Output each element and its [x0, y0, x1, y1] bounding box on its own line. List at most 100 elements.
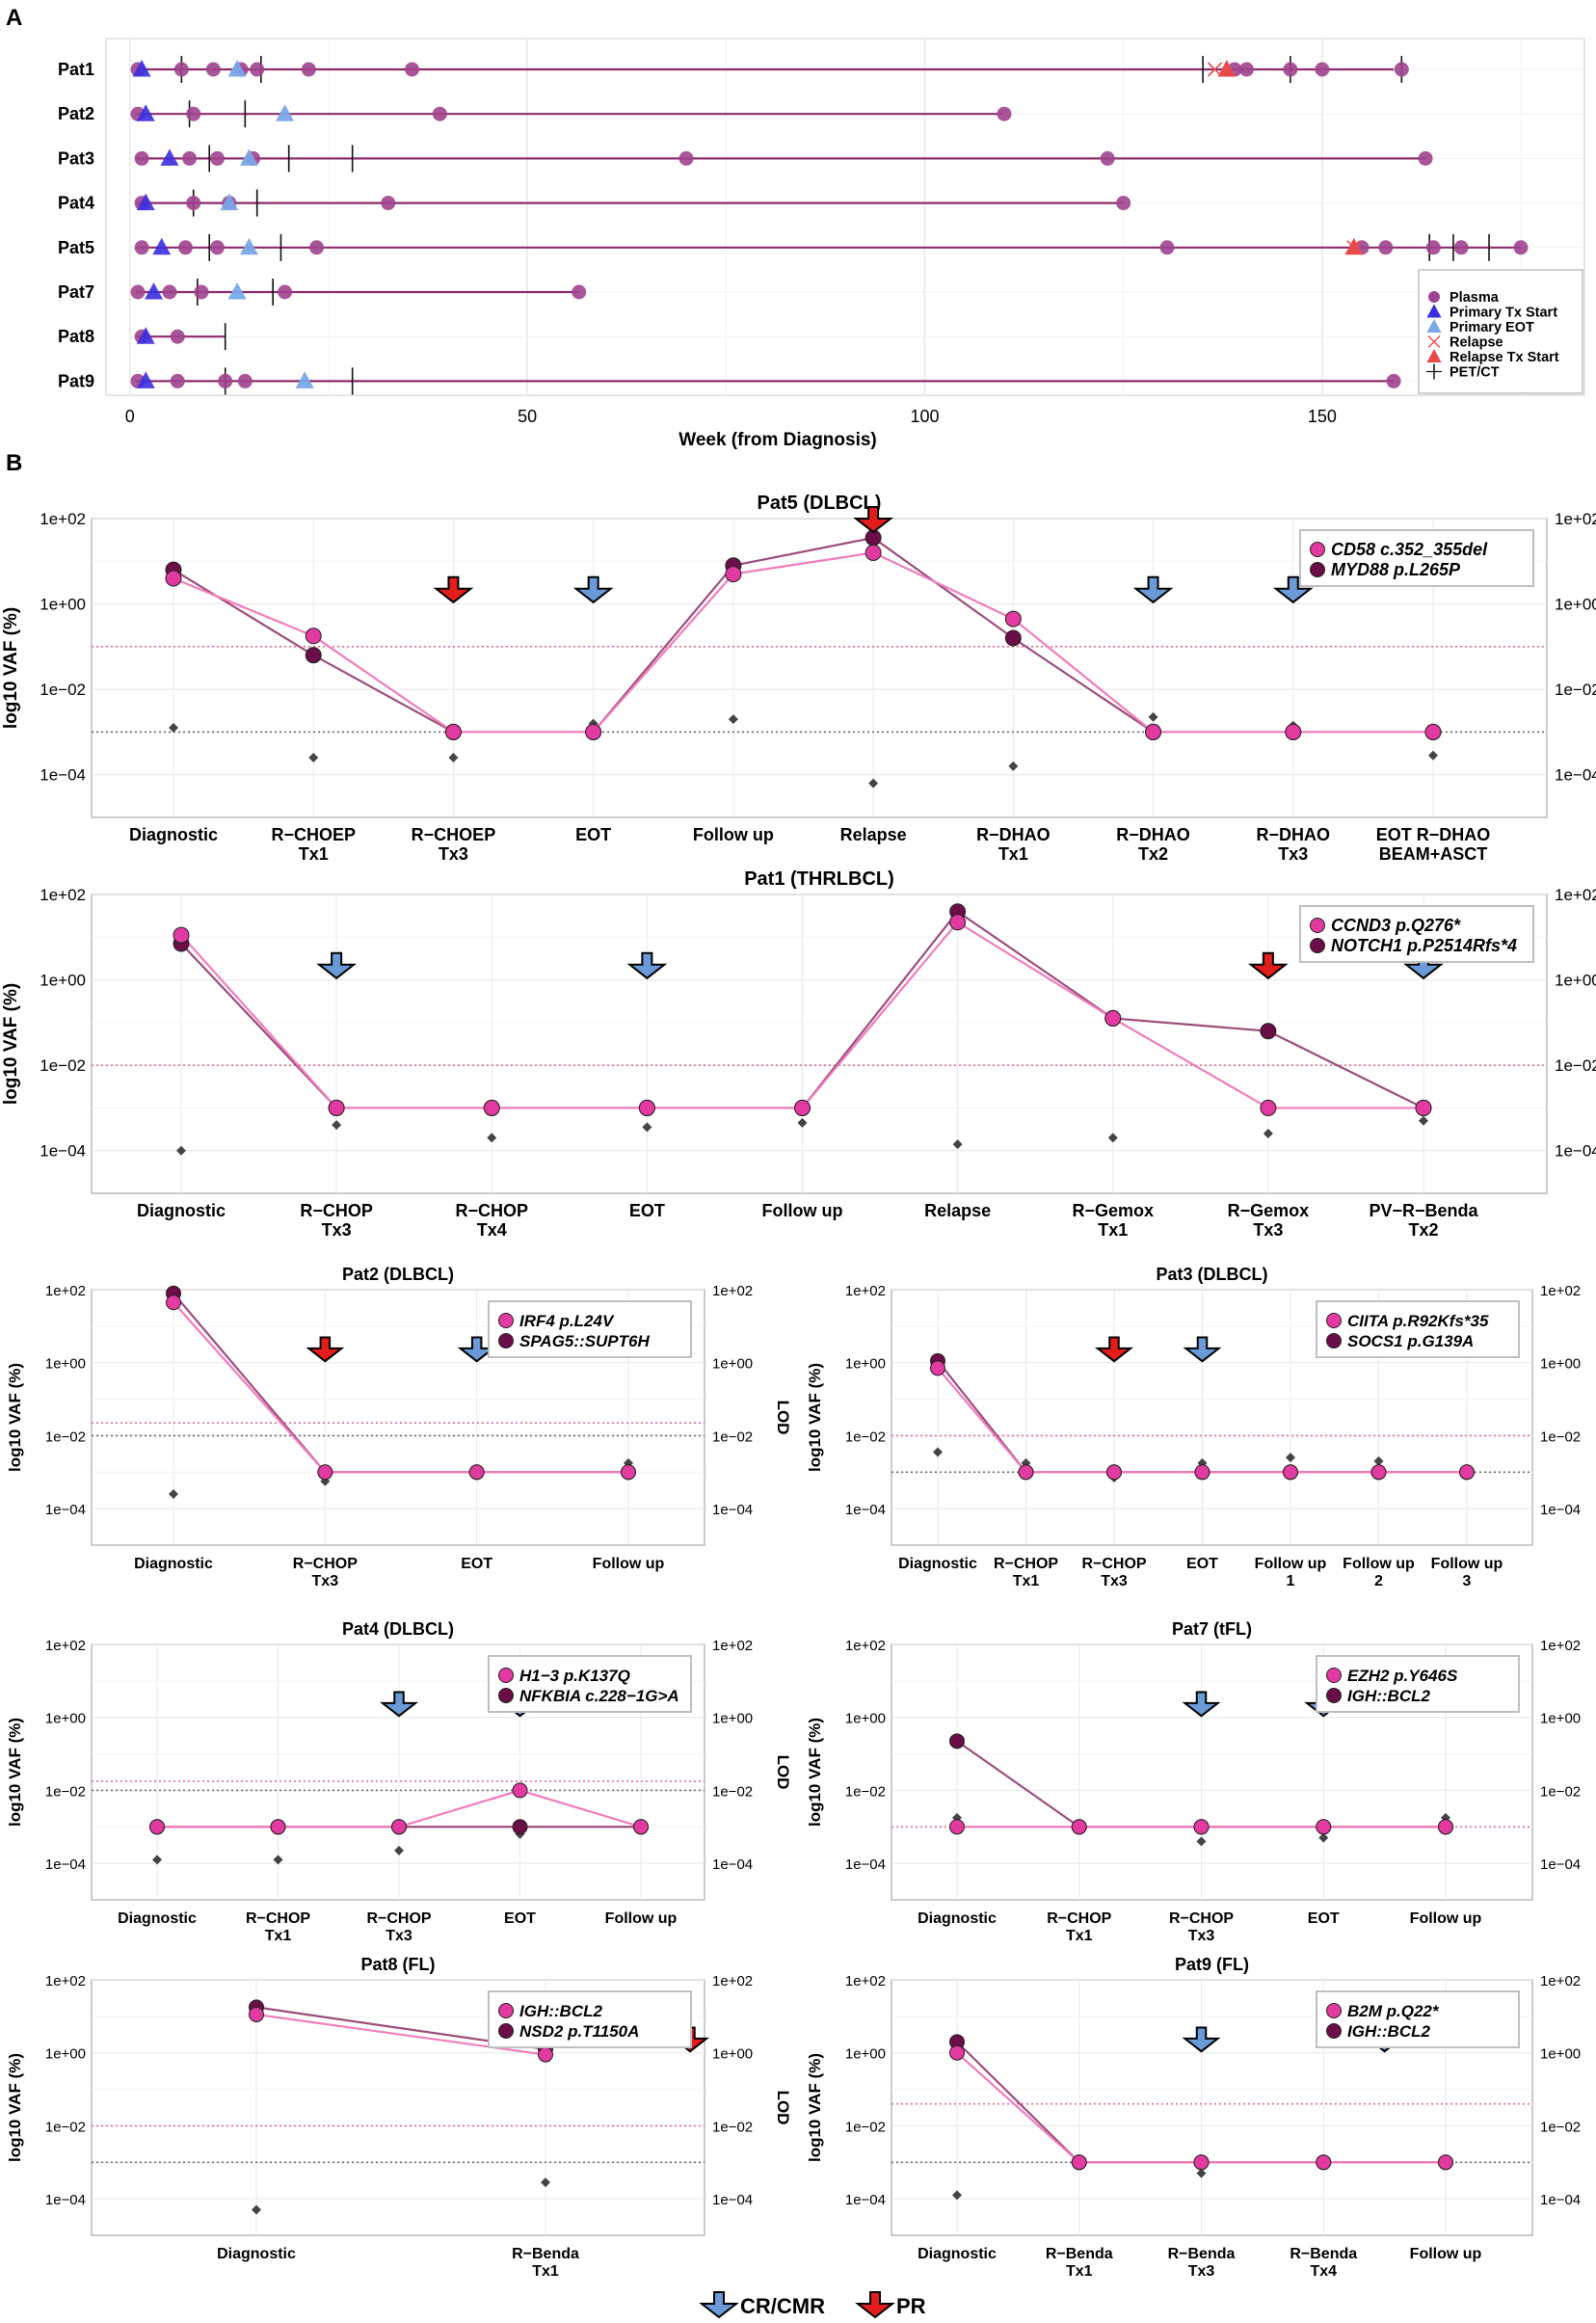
pat9-series-point: [1316, 2154, 1332, 2171]
pat1-cr-arrow-icon: [316, 951, 358, 980]
pat5-x-tick-label: Follow up: [693, 825, 774, 844]
pat9-x-tick-label: Tx3: [1188, 2263, 1215, 2280]
pat7-y-tick-label: 1e+00: [845, 1711, 886, 1727]
pat7-x-tick-label: Follow up: [1410, 1910, 1482, 1927]
pat8-x-tick-label: Tx1: [532, 2263, 559, 2280]
pat4-series-point: [633, 1819, 649, 1835]
pat1-lod-point: [642, 1122, 652, 1133]
pat8-x-tick-label: Diagnostic: [217, 2246, 296, 2262]
pat7-legend-marker: [1326, 1688, 1342, 1703]
pat1-legend-box: [1299, 905, 1534, 963]
plasma-point: [678, 150, 694, 166]
pat3-y-tick-label: 1e−02: [845, 1429, 886, 1445]
pat7-x-tick-label: R−CHOP: [1047, 1910, 1111, 1927]
pat2-title: Pat2 (DLBCL): [342, 1265, 454, 1284]
pat5-lod-point: [728, 714, 738, 725]
pat5-lod-point: [169, 723, 178, 733]
timeline-plot-area: [105, 38, 1585, 396]
pat1-y-axis-title: log10 VAF (%): [1, 983, 21, 1105]
pat2-x-tick-label: EOT: [461, 1556, 492, 1572]
pat2-y2-tick-label: 1e+00: [712, 1356, 753, 1373]
pat4-y-tick-label: 1e+02: [45, 1638, 86, 1654]
pat4-legend-marker: [498, 1688, 514, 1703]
timeline-patient-label: Pat4: [58, 194, 94, 213]
pat1-lod-point: [176, 1145, 186, 1156]
relapse-tx-start-point: [1217, 60, 1237, 77]
pat2-legend-marker: [498, 1333, 514, 1348]
pat3-series-point: [1459, 1464, 1475, 1481]
pat3-series-point: [1106, 1464, 1122, 1481]
pat5-x-tick-label: Tx2: [1138, 844, 1168, 864]
pat1-pr-arrow-icon: [1247, 951, 1289, 980]
pat3-title: Pat3 (DLBCL): [1157, 1265, 1268, 1284]
plasma-point: [250, 62, 265, 77]
pat1-lod-point: [1419, 1115, 1428, 1126]
pat3-x-tick-label: R−CHOP: [1081, 1556, 1146, 1572]
pat4-x-tick-label: Tx3: [386, 1928, 412, 1944]
timeline-legend-label: PET/CT: [1450, 365, 1500, 381]
pat4-y-axis-title: log10 VAF (%): [6, 1718, 24, 1827]
pat3-x-tick-label: 2: [1374, 1573, 1383, 1589]
timeline-patient-label: Pat1: [58, 60, 94, 79]
pat5-x-tick-label: EOT: [575, 825, 611, 844]
pat8-y-tick-label: 1e−04: [45, 2192, 86, 2208]
timeline-legend-label: Primary Tx Start: [1450, 306, 1557, 321]
panel-b-label: B: [6, 450, 22, 476]
pat4-lod-point: [273, 1855, 283, 1865]
pat5-pr-arrow-icon: [853, 506, 894, 534]
pat2-y-tick-label: 1e−04: [45, 1502, 86, 1518]
pat3-y-tick-label: 1e+02: [845, 1283, 886, 1299]
primary-tx-start-point: [136, 327, 155, 344]
pat7-legend-label: IGH::BCL2: [1347, 1687, 1430, 1705]
pat7-series-point: [1071, 1819, 1087, 1835]
pat1-x-tick-label: Diagnostic: [137, 1201, 226, 1220]
primary-tx-start-point: [144, 282, 163, 300]
pat5-series-point: [725, 566, 742, 583]
primary-tx-start-point: [136, 193, 155, 211]
plasma-point: [432, 106, 447, 121]
pat9-y-tick-label: 1e−04: [845, 2192, 886, 2208]
pat1-cr-arrow-icon: [626, 951, 668, 980]
pat9-y-tick-label: 1e−02: [845, 2119, 886, 2135]
pat9-y2-tick-label: 1e+00: [1540, 2046, 1581, 2063]
pat7-y-tick-label: 1e+02: [845, 1638, 886, 1654]
pat1-x-tick-label: Follow up: [762, 1201, 843, 1220]
timeline-legend-label: Relapse: [1450, 335, 1503, 351]
pat3-y2-tick-label: 1e−04: [1540, 1502, 1581, 1518]
pat7-y2-tick-label: 1e−02: [1540, 1783, 1581, 1800]
pat4-legend-label: H1−3 p.K137Q: [519, 1667, 630, 1685]
pat5-y-axis-title: log10 VAF (%): [1, 607, 21, 729]
pat2-pr-arrow-icon: [306, 1336, 345, 1363]
pat2-y2-axis-title: LOD: [774, 1401, 792, 1435]
primary-tx-start-point: [160, 148, 179, 166]
pat5-lod-point: [1008, 761, 1019, 771]
pat5-lod-point: [448, 753, 459, 762]
relapse-tx-start-point: [1344, 237, 1364, 255]
legend-relapse-icon: [1427, 335, 1441, 348]
pat3-x-tick-label: Tx3: [1101, 1573, 1128, 1589]
plasma-point: [1100, 150, 1115, 166]
pat5-lod-point: [1148, 711, 1158, 722]
pat3-y2-tick-label: 1e+00: [1540, 1356, 1581, 1373]
pat9-x-tick-label: Tx1: [1066, 2263, 1093, 2280]
pat7-legend-box: [1316, 1655, 1520, 1713]
plasma-point: [1159, 240, 1175, 255]
pat7-x-tick-label: R−CHOP: [1169, 1910, 1234, 1927]
pat9-y-tick-label: 1e+00: [845, 2046, 886, 2063]
pat9-y2-tick-label: 1e+02: [1540, 1973, 1581, 1989]
pat3-x-tick-label: Follow up: [1255, 1556, 1327, 1572]
plasma-point: [405, 62, 420, 77]
pat2-x-tick-label: R−CHOP: [293, 1556, 358, 1572]
pat7-x-tick-label: EOT: [1308, 1910, 1340, 1927]
pat2-chart: 1e−04 1e−04 1e−02 1e−02 1e+00 1e+00 1e+02 1e+02…: [6, 1265, 792, 1589]
pat7-series-point: [949, 1733, 965, 1749]
primary-eot-point: [227, 60, 247, 77]
pat2-series-point: [621, 1464, 636, 1481]
pr-arrow-shape: [855, 2291, 895, 2319]
pat5-x-tick-label: BEAM+ASCT: [1379, 844, 1488, 864]
pat9-legend-label: B2M p.Q22*: [1347, 2002, 1440, 2020]
pat2-y2-tick-label: 1e−02: [712, 1429, 753, 1445]
pat9-x-tick-label: R−Benda: [1290, 2246, 1357, 2262]
timeline-patient-label: Pat5: [58, 238, 94, 257]
pat9-x-tick-label: R−Benda: [1168, 2246, 1236, 2262]
